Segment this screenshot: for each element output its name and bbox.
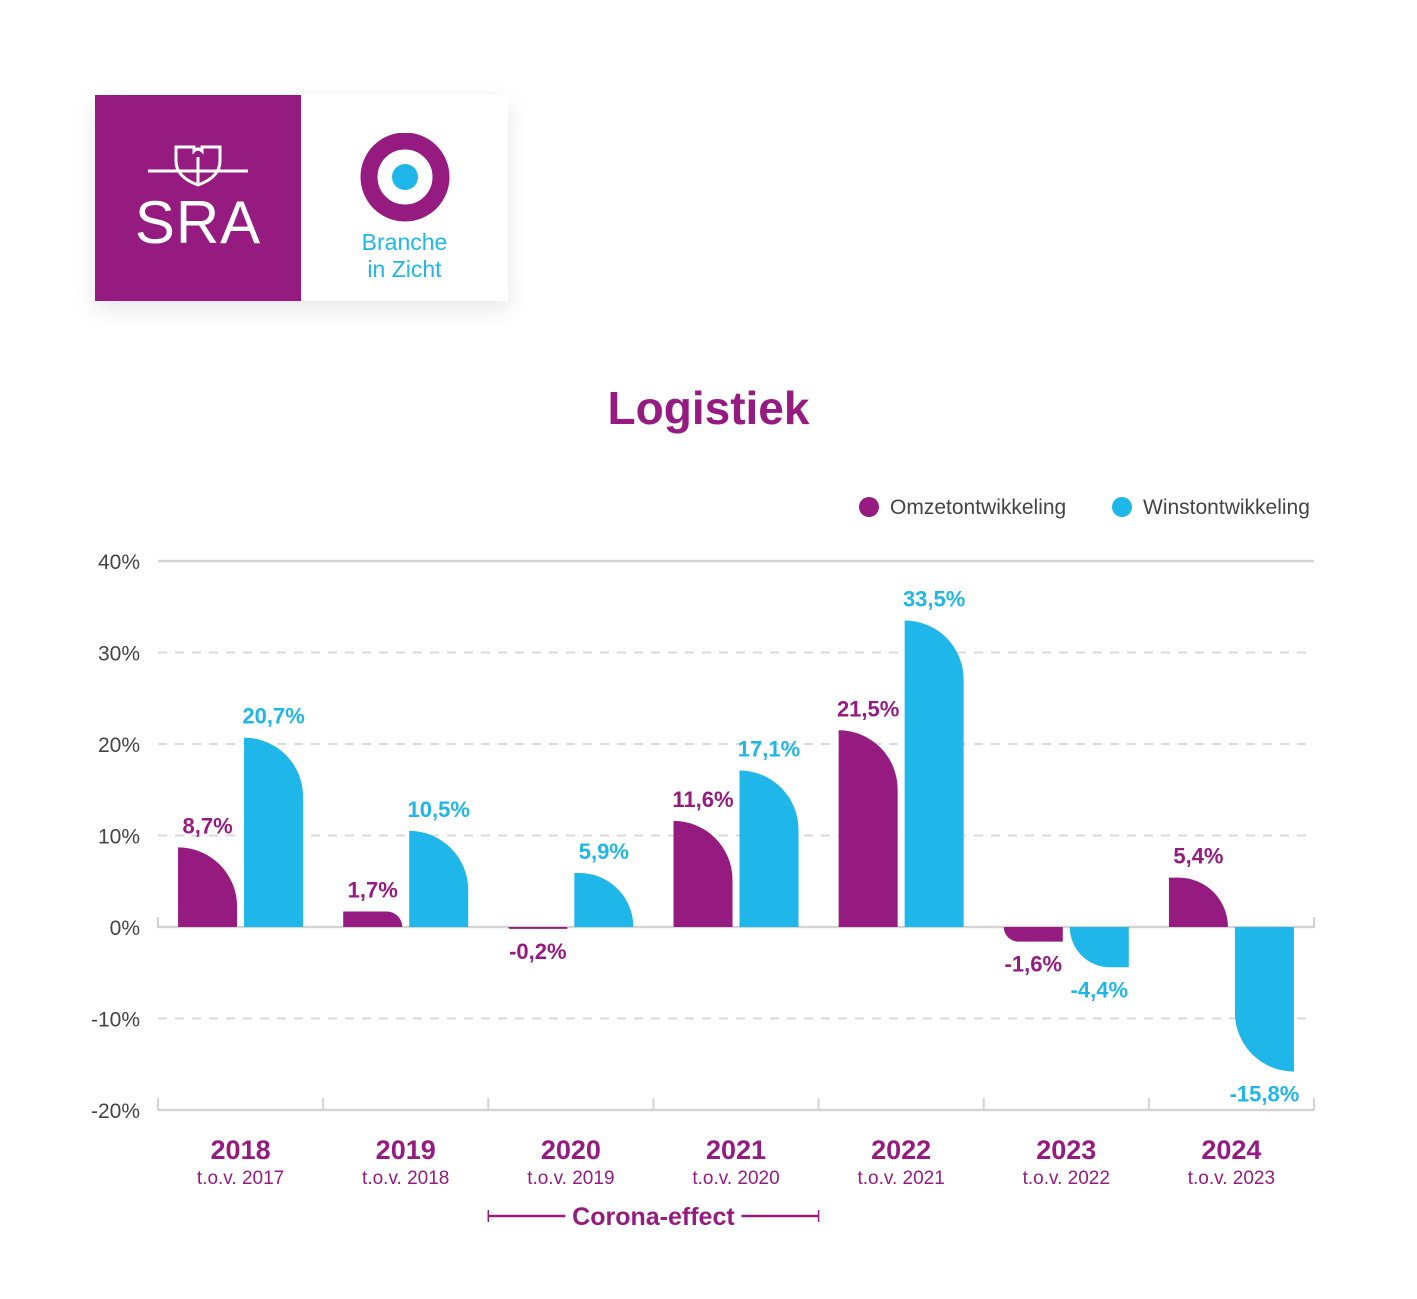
winst-data-label-2020: 5,9% [579, 839, 629, 864]
x-category-sublabel: t.o.v. 2022 [1023, 1168, 1110, 1189]
y-tick-label: -20% [91, 1100, 140, 1123]
winst-data-label-2021: 17,1% [738, 737, 800, 762]
winst-data-label-2018: 20,7% [242, 704, 304, 729]
omzet-data-label-2018: 8,7% [182, 813, 232, 838]
omzet-bar-2023 [1003, 927, 1063, 942]
x-category-label: 2023 [1036, 1135, 1096, 1165]
winst-bar-2018 [244, 737, 304, 927]
legend-label-omzet: Omzetontwikkeling [890, 496, 1066, 519]
winst-bar-2023 [1069, 927, 1129, 968]
branche-in-zicht-ring-icon [360, 133, 450, 222]
winst-bar-2024 [1234, 927, 1294, 1072]
x-category-label: 2021 [706, 1135, 766, 1165]
y-tick-label: 40% [98, 551, 140, 574]
legend-marker-omzet [859, 497, 879, 517]
y-tick-label: -10% [91, 1009, 140, 1032]
x-category-label: 2018 [211, 1135, 271, 1165]
y-tick-label: 0% [110, 917, 140, 940]
x-category-label: 2019 [376, 1135, 436, 1165]
omzet-bar-2019 [343, 911, 403, 927]
branche-line1: Branche [361, 229, 448, 255]
winst-data-label-2023: -4,4% [1071, 977, 1128, 1002]
omzet-bar-2022 [838, 730, 898, 927]
omzet-data-label-2020: -0,2% [509, 939, 566, 964]
winst-data-label-2022: 33,5% [903, 586, 965, 611]
omzet-bar-2020 [508, 927, 568, 929]
omzet-bar-2024 [1168, 877, 1228, 927]
branche-line2: in Zicht [367, 256, 442, 282]
omzet-data-label-2021: 11,6% [672, 787, 733, 812]
winst-bar-2019 [409, 830, 469, 927]
annotation-corona-effect: Corona-effect [572, 1203, 735, 1231]
logo-card: SRA Branche in Zicht [95, 95, 508, 301]
x-category-label: 2022 [871, 1135, 931, 1165]
y-tick-label: 10% [98, 826, 140, 849]
winst-bar-2022 [904, 620, 964, 927]
branche-in-zicht-text: Branche in Zicht [301, 229, 508, 283]
chart-title: Logistiek [607, 382, 810, 434]
winst-data-label-2019: 10,5% [408, 797, 470, 822]
x-category-label: 2020 [541, 1135, 601, 1165]
winst-data-label-2024: -15,8% [1230, 1082, 1300, 1107]
omzet-bar-2018 [178, 847, 238, 927]
omzet-data-label-2024: 5,4% [1173, 844, 1223, 869]
x-category-sublabel: t.o.v. 2021 [857, 1168, 944, 1189]
x-category-label: 2024 [1201, 1135, 1261, 1165]
x-category-sublabel: t.o.v. 2018 [362, 1168, 449, 1189]
x-category-sublabel: t.o.v. 2019 [527, 1168, 614, 1189]
omzet-data-label-2023: -1,6% [1005, 952, 1062, 977]
sra-logo: SRA [95, 95, 301, 301]
sra-logo-text: SRA [134, 189, 262, 256]
winst-bar-2020 [574, 873, 634, 927]
omzet-data-label-2019: 1,7% [348, 877, 398, 902]
x-category-sublabel: t.o.v. 2020 [692, 1168, 779, 1189]
y-tick-label: 20% [98, 734, 140, 757]
x-category-sublabel: t.o.v. 2023 [1188, 1168, 1275, 1189]
winst-bar-2021 [739, 770, 799, 927]
omzet-bar-2021 [673, 820, 733, 927]
legend-label-winst: Winstontwikkeling [1143, 496, 1310, 519]
sra-emblem-icon [148, 145, 248, 187]
y-tick-label: 30% [98, 643, 140, 666]
legend-marker-winst [1112, 497, 1132, 517]
x-category-sublabel: t.o.v. 2017 [197, 1168, 284, 1189]
omzet-data-label-2022: 21,5% [837, 696, 899, 721]
